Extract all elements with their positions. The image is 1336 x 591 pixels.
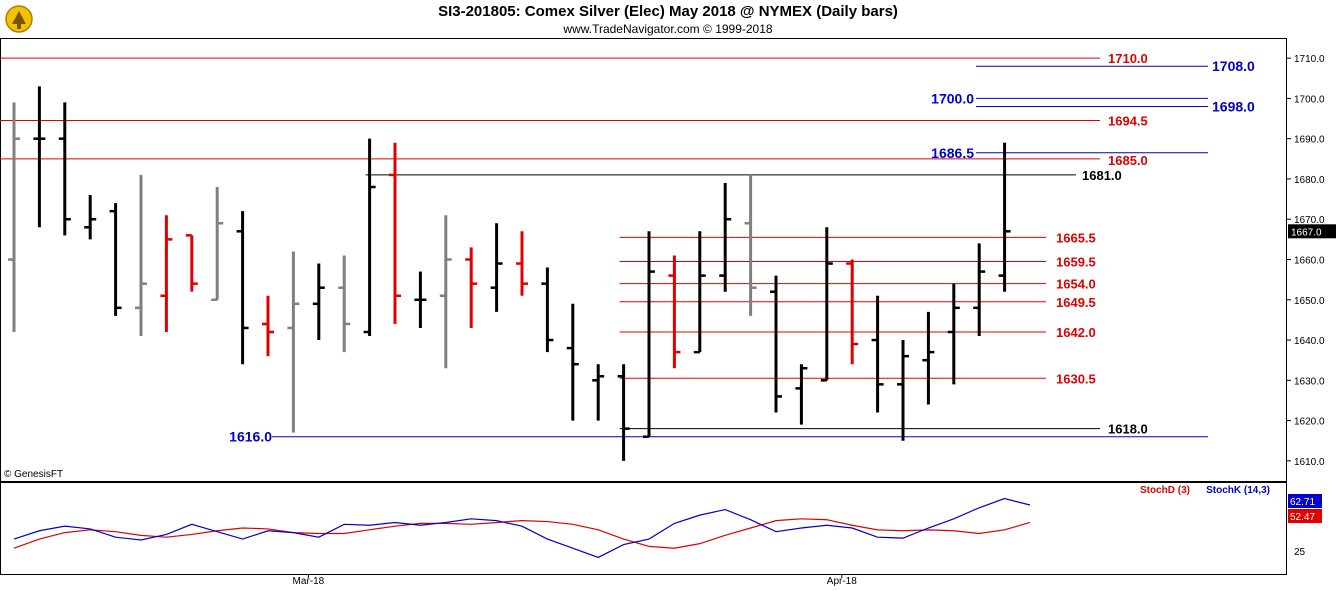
ohlc-bar xyxy=(998,142,1011,292)
chart-title: SI3-201805: Comex Silver (Elec) May 2018… xyxy=(438,3,898,20)
ohlc-bar xyxy=(439,215,452,369)
level-label-1708.0: 1708.0 xyxy=(1212,58,1255,74)
stoch-value-label: 62.71 xyxy=(1290,497,1315,508)
ohlc-bar xyxy=(693,231,706,354)
stoch-y-tick-label: 25 xyxy=(1294,547,1306,558)
ohlc-bar xyxy=(109,203,122,316)
level-label-1649.5: 1649.5 xyxy=(1056,295,1096,310)
ohlc-bar xyxy=(287,251,300,433)
stoch-legend-d: StochD (3) xyxy=(1140,485,1190,496)
ohlc-bar xyxy=(160,215,173,332)
y-tick-label: 1630.0 xyxy=(1294,376,1325,387)
ohlc-bar xyxy=(465,247,478,328)
ohlc-bar xyxy=(185,234,198,292)
y-tick-label: 1640.0 xyxy=(1294,336,1325,347)
ohlc-bar xyxy=(414,271,427,328)
ohlc-bar xyxy=(389,142,401,324)
ohlc-bar xyxy=(33,86,46,228)
ohlc-bar xyxy=(668,255,681,369)
level-label-1659.5: 1659.5 xyxy=(1056,255,1096,270)
y-tick-label: 1650.0 xyxy=(1294,296,1325,307)
stoch-line-0 xyxy=(13,518,1031,549)
ohlc-bar xyxy=(871,295,884,413)
level-label-1698.0: 1698.0 xyxy=(1212,98,1255,114)
ohlc-bar xyxy=(566,303,579,421)
trade-navigator-logo-icon xyxy=(4,4,34,34)
level-label-1665.5: 1665.5 xyxy=(1056,230,1096,245)
ohlc-bar xyxy=(516,231,528,296)
ohlc-bar xyxy=(8,102,20,332)
level-label-1694.5: 1694.5 xyxy=(1108,114,1148,129)
ohlc-bar xyxy=(922,311,935,405)
y-tick-label: 1680.0 xyxy=(1294,175,1325,186)
y-tick-label: 1700.0 xyxy=(1294,94,1325,105)
stoch-panel-frame xyxy=(0,482,1287,575)
stoch-value-tag xyxy=(1288,494,1322,508)
ohlc-bar xyxy=(490,223,503,312)
level-label-1654.0: 1654.0 xyxy=(1056,277,1096,292)
ohlc-bar xyxy=(236,211,249,365)
stoch-value-tag xyxy=(1288,509,1322,523)
ohlc-bar xyxy=(211,187,224,302)
y-tick-label: 1710.0 xyxy=(1294,54,1325,65)
ohlc-bar xyxy=(58,102,71,236)
y-tick-label: 1620.0 xyxy=(1294,417,1325,428)
ohlc-bar xyxy=(820,227,833,382)
x-tick-label: Mar-18 xyxy=(293,576,325,587)
level-label-1630.5: 1630.5 xyxy=(1056,371,1096,386)
ohlc-bar xyxy=(312,263,325,341)
ohlc-bar xyxy=(744,174,757,316)
level-label-1685.0: 1685.0 xyxy=(1108,153,1148,168)
ohlc-bar xyxy=(643,231,655,438)
ohlc-bar xyxy=(617,364,630,461)
stoch-value-label: 52.47 xyxy=(1290,512,1315,523)
ohlc-bar xyxy=(135,174,147,337)
chart-subtitle: www.TradeNavigator.com © 1999-2018 xyxy=(563,22,773,36)
stoch-legend-k: StochK (14,3) xyxy=(1206,485,1270,496)
level-label-1681.0: 1681.0 xyxy=(1082,168,1122,183)
y-tick-label: 1610.0 xyxy=(1294,457,1325,468)
ohlc-bar xyxy=(541,267,554,353)
y-tick-label: 1660.0 xyxy=(1294,256,1325,267)
level-label-1618.0: 1618.0 xyxy=(1108,422,1148,437)
ohlc-bar xyxy=(897,340,909,441)
ohlc-bar xyxy=(846,259,859,365)
copyright-credit: © GenesisFT xyxy=(4,469,64,480)
last-price-label: 1667.0 xyxy=(1291,227,1322,238)
ohlc-bar xyxy=(363,138,376,337)
ohlc-bar xyxy=(592,364,605,421)
level-label-1710.0: 1710.0 xyxy=(1108,51,1148,66)
ohlc-bar xyxy=(719,182,732,292)
level-label-1642.0: 1642.0 xyxy=(1056,325,1096,340)
ohlc-bar xyxy=(770,275,782,413)
ohlc-bar xyxy=(262,295,274,357)
ohlc-bar xyxy=(973,243,986,337)
ohlc-bar xyxy=(947,283,960,385)
ohlc-bar xyxy=(338,255,351,353)
level-label-1700.0: 1700.0 xyxy=(931,90,974,106)
y-tick-label: 1690.0 xyxy=(1294,135,1325,146)
x-tick-label: Apr-18 xyxy=(827,576,857,587)
level-label-1686.5: 1686.5 xyxy=(931,145,974,161)
last-price-tag xyxy=(1288,224,1336,239)
level-label-1616.0: 1616.0 xyxy=(229,429,272,445)
y-tick-label: 1670.0 xyxy=(1294,215,1325,226)
stoch-line-1 xyxy=(13,497,1031,559)
ohlc-bar xyxy=(84,195,97,240)
ohlc-bar xyxy=(795,364,808,425)
